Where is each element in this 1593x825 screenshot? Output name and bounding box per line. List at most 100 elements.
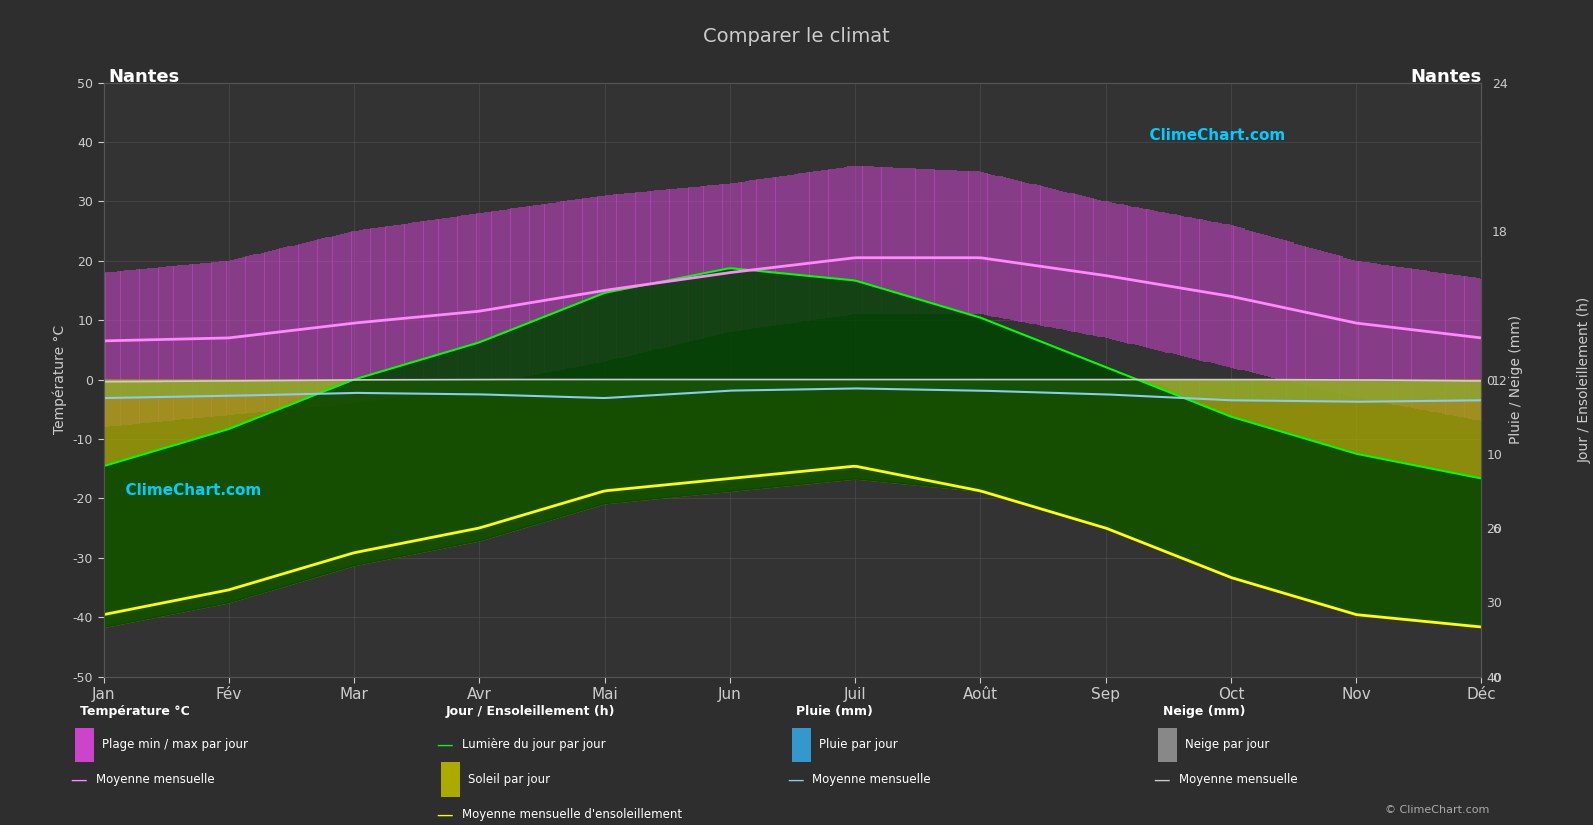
Bar <box>1431 271 1434 412</box>
Bar <box>540 380 545 396</box>
Bar <box>1365 380 1370 402</box>
Bar <box>256 380 261 395</box>
Bar <box>900 380 905 389</box>
Bar <box>1362 380 1367 402</box>
Bar <box>355 380 358 393</box>
Bar <box>518 207 523 378</box>
Bar <box>1230 225 1233 368</box>
Bar <box>276 249 280 411</box>
Bar <box>609 195 613 361</box>
Bar <box>980 380 984 391</box>
Bar <box>578 380 583 398</box>
Bar <box>116 271 121 426</box>
Bar <box>710 380 715 392</box>
Bar <box>771 380 776 390</box>
Bar <box>1343 257 1348 394</box>
Bar <box>809 380 814 389</box>
Bar <box>752 380 757 390</box>
Bar <box>386 226 389 398</box>
Bar <box>1282 380 1287 401</box>
Bar <box>809 172 814 320</box>
Bar <box>1063 380 1067 394</box>
Bar <box>1313 380 1317 401</box>
Bar <box>1343 380 1348 402</box>
Bar <box>1305 247 1309 386</box>
Bar <box>1359 262 1362 398</box>
Bar <box>647 191 650 351</box>
Bar <box>526 380 529 396</box>
Bar <box>397 224 401 397</box>
Bar <box>499 210 503 381</box>
Bar <box>1244 380 1249 400</box>
Bar <box>609 380 613 398</box>
Bar <box>851 380 855 389</box>
Bar <box>1469 380 1472 400</box>
Bar <box>1161 380 1166 397</box>
Bar <box>1332 380 1337 402</box>
Bar <box>806 380 809 389</box>
Bar <box>644 380 647 396</box>
Bar <box>1123 205 1128 342</box>
Bar <box>237 258 242 414</box>
Bar <box>1340 257 1343 394</box>
Bar <box>140 269 143 423</box>
Bar <box>661 380 666 394</box>
Bar <box>892 167 897 314</box>
Bar <box>828 380 833 389</box>
Bar <box>292 246 295 409</box>
Bar <box>715 380 718 391</box>
Bar <box>977 380 980 390</box>
Bar <box>1222 380 1227 400</box>
Bar <box>151 380 155 397</box>
Bar <box>140 380 143 383</box>
Bar <box>218 380 223 382</box>
Bar <box>930 380 935 389</box>
Bar <box>1317 250 1321 389</box>
Text: Nantes: Nantes <box>1410 68 1481 87</box>
Bar <box>935 380 938 390</box>
Bar <box>1112 203 1117 340</box>
Bar <box>363 380 366 393</box>
Bar <box>1403 380 1408 381</box>
Bar <box>1051 189 1056 328</box>
Bar <box>922 380 927 389</box>
Bar <box>969 380 972 390</box>
Bar <box>468 380 473 394</box>
Bar <box>1480 279 1483 421</box>
Bar <box>510 209 515 380</box>
Bar <box>295 380 298 381</box>
Bar <box>309 380 314 394</box>
Bar <box>1032 185 1037 324</box>
Bar <box>817 171 820 319</box>
Bar <box>1172 380 1177 398</box>
Bar <box>298 380 303 394</box>
Bar <box>279 380 284 394</box>
Bar <box>336 235 341 405</box>
Bar <box>170 380 174 383</box>
Bar <box>1169 380 1172 398</box>
Bar <box>1348 380 1351 402</box>
Bar <box>143 380 147 398</box>
Bar <box>983 172 988 315</box>
Bar <box>1056 190 1059 329</box>
Bar <box>927 380 930 389</box>
Bar <box>1051 380 1056 393</box>
Bar <box>991 175 996 317</box>
Bar <box>628 193 632 356</box>
Bar <box>1120 380 1123 395</box>
Bar <box>113 271 116 426</box>
Bar <box>801 380 806 389</box>
Bar <box>631 380 636 396</box>
Bar <box>832 168 836 317</box>
Bar <box>1090 198 1093 335</box>
Bar <box>264 252 268 412</box>
Bar <box>215 380 220 382</box>
Bar <box>1211 222 1215 363</box>
Bar <box>757 179 760 328</box>
Bar <box>680 188 685 343</box>
Bar <box>1184 380 1188 398</box>
Bar <box>787 380 790 389</box>
Bar <box>249 256 253 413</box>
Bar <box>218 380 223 396</box>
Bar <box>1067 192 1070 331</box>
